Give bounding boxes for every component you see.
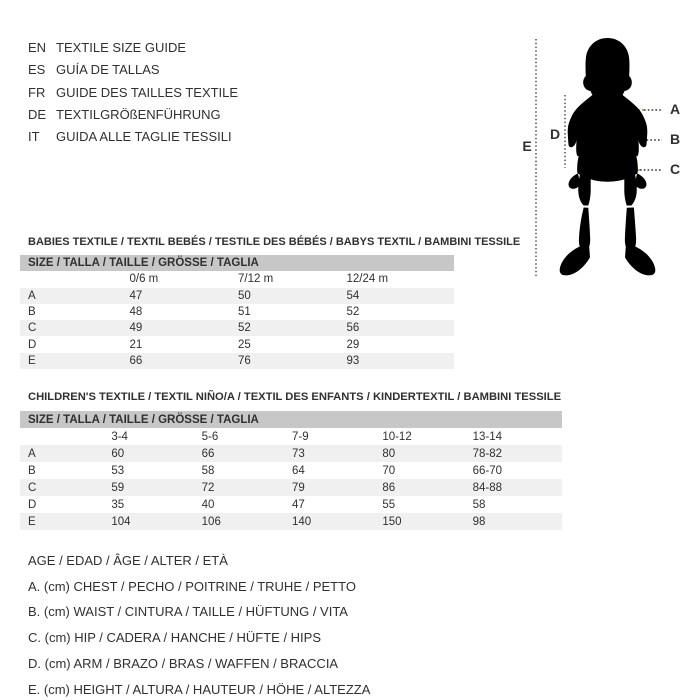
svg-text:C: C	[670, 161, 680, 177]
svg-text:B: B	[670, 131, 680, 147]
svg-text:A: A	[670, 101, 680, 117]
svg-text:E: E	[522, 138, 531, 154]
svg-text:D: D	[550, 126, 560, 142]
